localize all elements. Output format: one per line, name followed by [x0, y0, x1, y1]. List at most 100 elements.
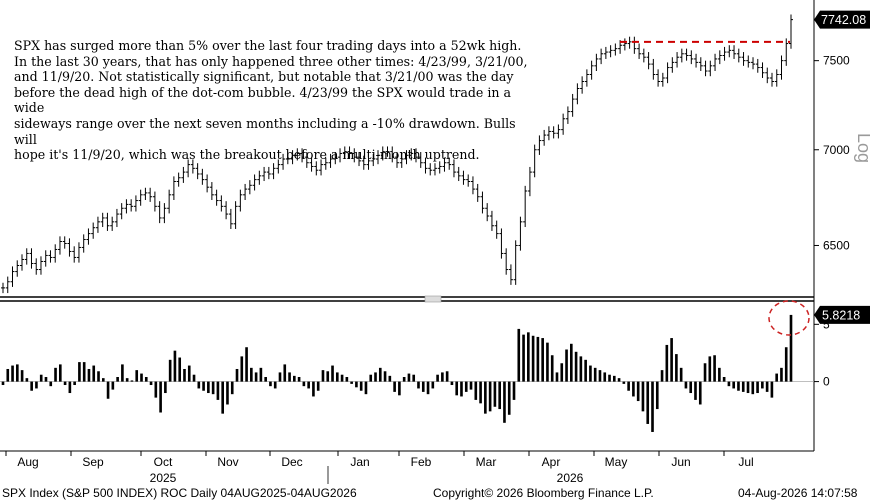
price-bar [371, 153, 376, 167]
price-bar [91, 222, 96, 239]
price-bar [5, 276, 10, 294]
roc-bar [369, 374, 373, 382]
price-bar [527, 166, 532, 197]
price-bar [186, 159, 191, 178]
price-bar [513, 240, 518, 285]
roc-bar [412, 374, 416, 382]
lower-y-tick-label: 5 [823, 317, 830, 331]
price-bar [727, 45, 732, 58]
price-bar [646, 52, 651, 70]
roc-bar [383, 371, 387, 382]
price-bar [380, 146, 385, 161]
panel-resize-handle[interactable] [424, 295, 442, 303]
roc-bar [708, 356, 712, 382]
x-month-label: Jul [738, 455, 753, 469]
price-bar [342, 146, 347, 159]
roc-bar [512, 381, 516, 400]
roc-bar [73, 381, 76, 386]
roc-bar [598, 370, 602, 382]
roc-bar [426, 381, 430, 395]
price-bar [243, 183, 248, 200]
roc-bar [312, 381, 315, 397]
price-series [1, 14, 793, 294]
price-bar [376, 150, 381, 165]
price-bar [789, 14, 793, 49]
price-bar [423, 157, 428, 174]
roc-bar [92, 365, 96, 382]
roc-bar [464, 381, 468, 392]
price-bar [133, 195, 138, 212]
roc-bar [589, 365, 592, 382]
roc-bar [593, 367, 597, 382]
price-bar [518, 216, 523, 251]
price-bar [100, 212, 105, 228]
roc-bar [651, 381, 654, 432]
roc-bar [364, 381, 368, 395]
roc-bar [331, 365, 334, 382]
price-bar [57, 236, 62, 255]
price-bar [29, 248, 34, 269]
price-bar [314, 161, 319, 176]
price-bar [542, 129, 547, 146]
price-bar [499, 228, 504, 259]
roc-bar [230, 381, 234, 395]
roc-bar [789, 314, 793, 382]
roc-bar [245, 347, 248, 382]
price-bar [176, 172, 181, 187]
price-bar [779, 55, 784, 80]
price-bar [608, 45, 613, 58]
roc-bar [722, 377, 726, 382]
roc-bar [106, 381, 110, 399]
roc-bar [732, 381, 736, 389]
roc-bar [207, 381, 210, 394]
price-bar [613, 43, 618, 56]
roc-bar [269, 381, 272, 387]
price-bar [489, 210, 494, 231]
roc-bar [278, 372, 282, 382]
roc-bar [1, 381, 5, 386]
price-bar [684, 48, 689, 61]
roc-bar [388, 375, 392, 382]
roc-bar [226, 381, 229, 405]
footer-copyright: Copyright© 2026 Bloomberg Finance L.P. [433, 486, 654, 500]
price-bar [34, 258, 39, 275]
price-bar [698, 57, 703, 72]
price-bar [262, 166, 267, 182]
price-bar [129, 199, 134, 212]
price-bar [43, 250, 48, 267]
roc-bar [25, 378, 29, 382]
roc-bar [393, 381, 396, 392]
roc-bar [293, 375, 296, 382]
roc-bar [178, 357, 182, 382]
price-bar [546, 126, 551, 141]
price-bar [451, 159, 456, 178]
price-bar [190, 159, 195, 174]
roc-bar [713, 355, 716, 382]
price-bar [741, 52, 746, 66]
price-bar [214, 189, 219, 206]
roc-bar [608, 374, 611, 382]
price-bar [717, 50, 722, 65]
roc-bar [527, 332, 530, 382]
price-bar [347, 146, 352, 159]
price-bar [660, 72, 665, 87]
roc-bar [689, 381, 693, 394]
price-bar [390, 146, 395, 163]
roc-bar [340, 374, 344, 382]
roc-bar [398, 381, 401, 396]
price-bar [328, 153, 333, 168]
price-bar [148, 187, 153, 202]
x-month-label: Feb [411, 455, 432, 469]
price-bar [485, 203, 490, 222]
roc-bar [770, 381, 774, 398]
price-bar [352, 148, 357, 163]
price-bar [300, 148, 305, 163]
roc-bar [675, 354, 678, 382]
roc-bar [784, 347, 788, 382]
price-bar [24, 248, 29, 265]
price-bar [466, 174, 471, 187]
roc-bar [660, 370, 664, 382]
roc-bar [450, 381, 454, 386]
price-bar [205, 174, 210, 193]
